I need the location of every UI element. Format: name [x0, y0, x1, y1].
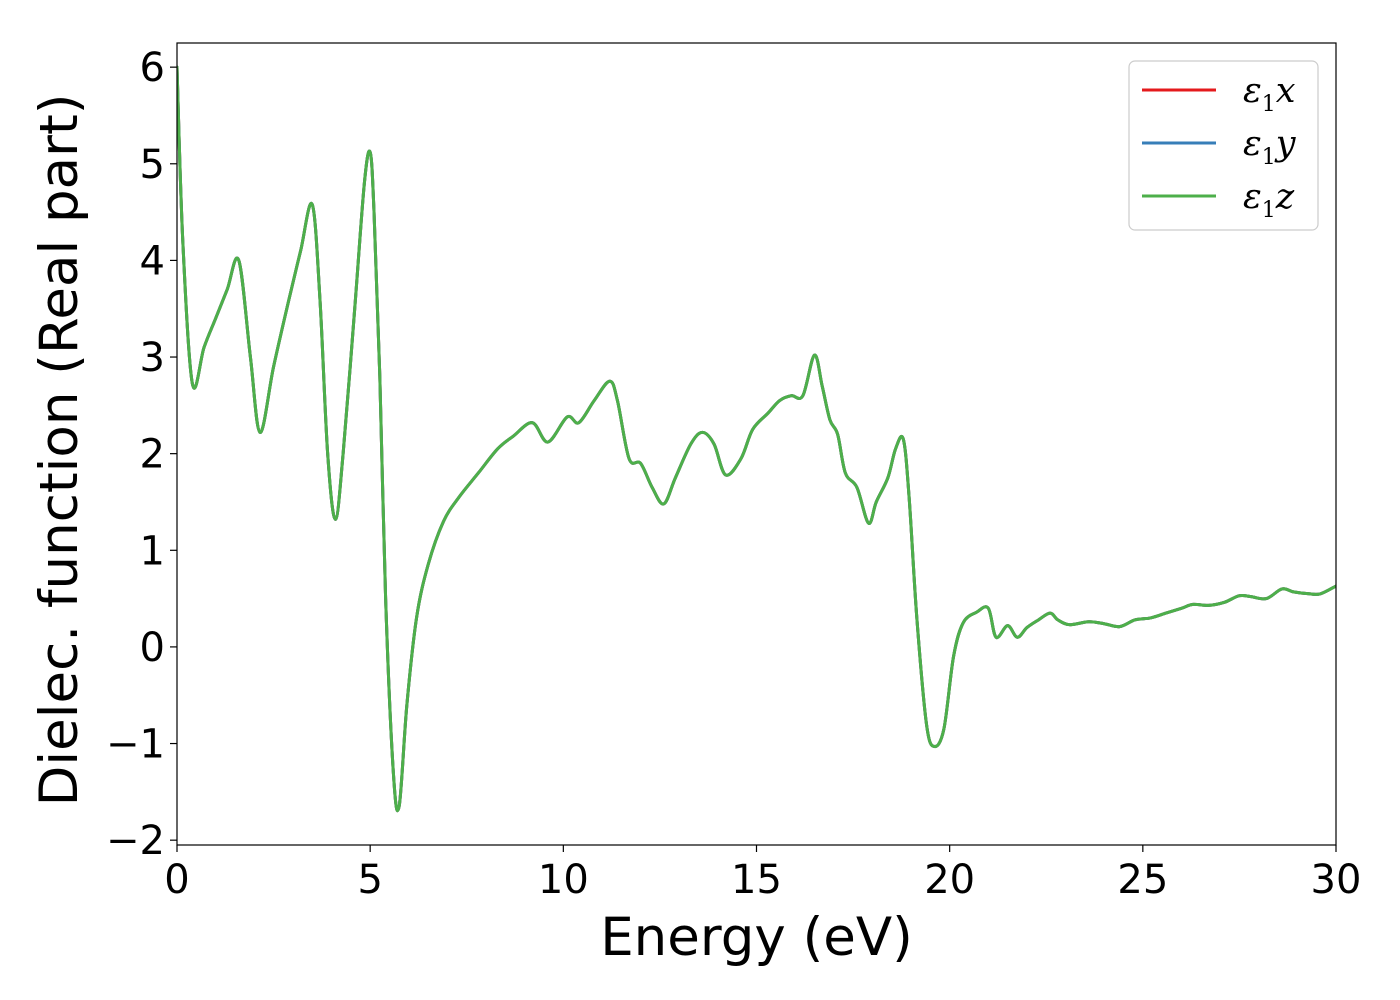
x-tick-label: 15 [731, 857, 782, 903]
y-tick-label: 3 [140, 335, 165, 381]
series-line-z [177, 65, 1336, 813]
y-tick-label: 0 [140, 625, 165, 671]
x-axis-ticks: 0 5 10 15 20 25 30 [164, 845, 1361, 903]
x-tick-label: 30 [1311, 857, 1362, 903]
y-tick-label: 2 [140, 432, 165, 478]
y-tick-label: 5 [140, 142, 165, 188]
series-layer [177, 65, 1336, 813]
y-tick-label: 6 [140, 45, 165, 91]
y-tick-label: 1 [140, 528, 165, 574]
y-tick-label: −2 [106, 818, 165, 864]
legend-label-z: ε1z [1243, 177, 1295, 223]
y-tick-label: −1 [106, 722, 165, 768]
legend-label-x: ε1x [1243, 71, 1296, 117]
x-tick-label: 0 [164, 857, 189, 903]
legend-box [1128, 60, 1319, 231]
x-tick-label: 20 [924, 857, 975, 903]
y-axis-ticks: −2 −1 0 1 2 3 4 5 6 [106, 45, 177, 864]
legend: ε1x ε1y ε1z [1128, 60, 1319, 231]
legend-label-y: ε1y [1243, 124, 1297, 170]
y-axis-title: Dielec. function (Real part) [29, 94, 90, 807]
x-tick-label: 25 [1117, 857, 1168, 903]
x-axis-title: Energy (eV) [600, 907, 913, 968]
x-tick-label: 10 [538, 857, 589, 903]
y-tick-label: 4 [140, 238, 165, 284]
x-tick-label: 5 [357, 857, 382, 903]
